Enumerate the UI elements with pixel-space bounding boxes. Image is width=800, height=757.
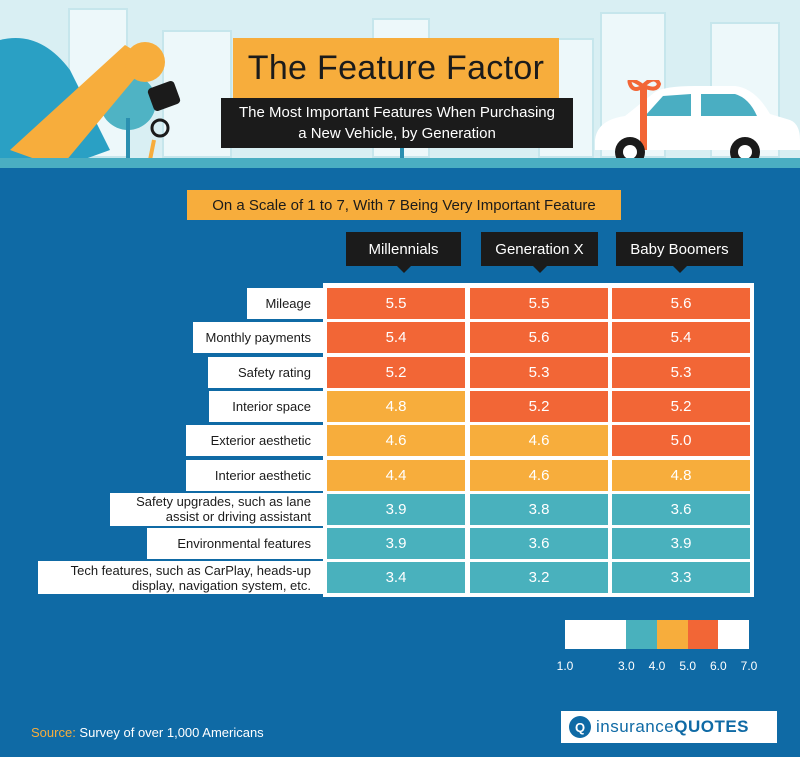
- row-label: Interior aesthetic: [186, 459, 323, 491]
- heatmap-cell: 5.6: [470, 322, 608, 354]
- legend-band: [687, 620, 719, 649]
- legend-tick-label: 6.0: [709, 659, 727, 673]
- heatmap-cell: 5.6: [612, 288, 750, 319]
- heatmap-cell: 5.3: [470, 356, 608, 388]
- heatmap-cell: 5.5: [470, 288, 608, 319]
- tree-trunk: [126, 118, 130, 158]
- header-illustration: The Feature Factor The Most Important Fe…: [0, 0, 800, 168]
- heatmap-cell: 4.8: [612, 459, 750, 491]
- heatmap-cell: 3.4: [327, 562, 465, 594]
- legend-band: [626, 620, 657, 649]
- column-header: Generation X: [481, 232, 598, 273]
- arm-holding-keys-icon: [0, 38, 181, 168]
- ground-strip: [0, 158, 800, 168]
- title-box: The Feature Factor: [233, 38, 559, 98]
- heatmap-cell: 5.2: [470, 390, 608, 422]
- heatmap-cell: 4.6: [327, 425, 465, 457]
- legend-tick-label: 4.0: [648, 659, 666, 673]
- color-scale-legend: [565, 620, 749, 649]
- scale-note: On a Scale of 1 to 7, With 7 Being Very …: [187, 190, 621, 220]
- brand-logo: Q insurance QUOTES: [561, 711, 777, 743]
- heatmap-cell: 3.6: [470, 528, 608, 560]
- heatmap-cell: 3.9: [327, 528, 465, 560]
- heatmap-cell: 4.8: [327, 390, 465, 422]
- heatmap-cell: 4.6: [470, 425, 608, 457]
- subtitle-box: The Most Important Features When Purchas…: [221, 98, 573, 148]
- heatmap-cell: 3.9: [327, 493, 465, 525]
- heatmap-cell: 3.6: [612, 493, 750, 525]
- brand-name-part2: QUOTES: [674, 717, 750, 736]
- column-header: Millennials: [346, 232, 461, 273]
- heatmap-cell: 5.3: [612, 356, 750, 388]
- legend-tick-label: 1.0: [556, 659, 574, 673]
- page-title: The Feature Factor: [247, 48, 545, 87]
- heatmap-cell: 3.2: [470, 562, 608, 594]
- legend-band: [657, 620, 688, 649]
- column-header: Baby Boomers: [616, 232, 743, 273]
- subtitle-line-2: a New Vehicle, by Generation: [298, 125, 496, 142]
- source-note: Source: Survey of over 1,000 Americans: [31, 725, 264, 740]
- source-text: Survey of over 1,000 Americans: [75, 725, 264, 740]
- heatmap-cell: 5.0: [612, 425, 750, 457]
- row-label: Safety rating: [208, 356, 323, 388]
- heatmap-cell: 5.4: [612, 322, 750, 354]
- heatmap-cell: 3.3: [612, 562, 750, 594]
- row-label: Interior space: [209, 390, 323, 422]
- brand-name-part1: insurance: [596, 717, 675, 736]
- row-label: Environmental features: [147, 528, 323, 560]
- legend-tick-label: 7.0: [740, 659, 758, 673]
- heatmap-cell: 4.4: [327, 459, 465, 491]
- legend-tick-label: 3.0: [617, 659, 635, 673]
- brand-icon: Q: [569, 716, 591, 738]
- heatmap-cell: 5.4: [327, 322, 465, 354]
- heatmap-table: 5.5 5.5 5.6 5.4 5.6 5.4 5.2 5.3 5.3 4.8 5.2 5.2 4.6 4…: [323, 283, 754, 597]
- row-label: Safety upgrades, such as lane assist or …: [110, 492, 323, 526]
- heatmap-cell: 5.5: [327, 288, 465, 319]
- heatmap-cell: 4.6: [470, 459, 608, 491]
- car-with-bow-icon: [595, 80, 800, 167]
- subtitle-line-1: The Most Important Features When Purchas…: [239, 104, 555, 121]
- row-label: Monthly payments: [193, 322, 323, 354]
- heatmap-cell: 5.2: [612, 390, 750, 422]
- heatmap-cell: 3.9: [612, 528, 750, 560]
- row-label: Mileage: [247, 288, 323, 319]
- row-label: Exterior aesthetic: [186, 425, 323, 457]
- row-label: Tech features, such as CarPlay, heads-up…: [38, 561, 323, 595]
- heatmap-cell: 5.2: [327, 356, 465, 388]
- heatmap-cell: 3.8: [470, 493, 608, 525]
- source-label: Source:: [31, 725, 76, 740]
- legend-tick-label: 5.0: [679, 659, 696, 673]
